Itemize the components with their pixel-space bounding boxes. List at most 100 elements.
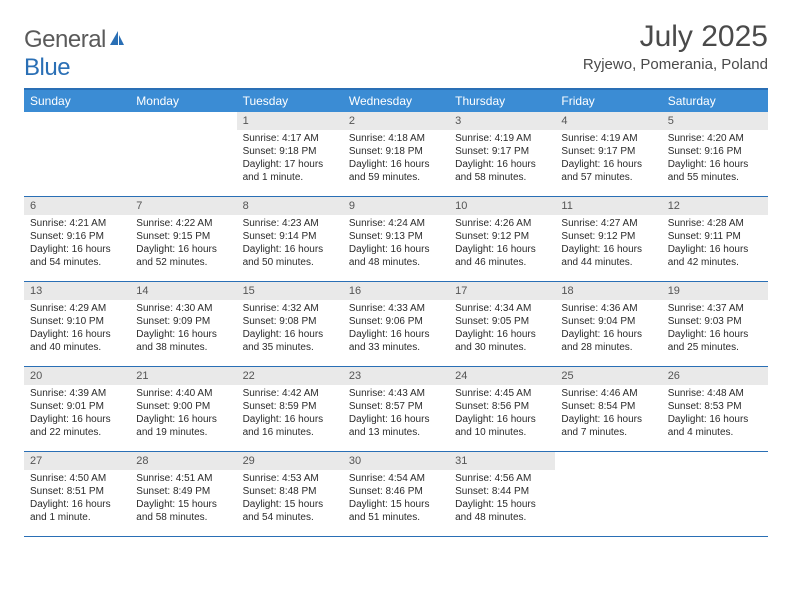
daylight-line2: and 54 minutes.	[243, 511, 337, 524]
sunrise-text: Sunrise: 4:18 AM	[349, 132, 443, 145]
daylight-line1: Daylight: 16 hours	[561, 413, 655, 426]
calendar-grid: SundayMondayTuesdayWednesdayThursdayFrid…	[24, 88, 768, 537]
day-body: Sunrise: 4:24 AMSunset: 9:13 PMDaylight:…	[343, 215, 449, 273]
daylight-line2: and 10 minutes.	[455, 426, 549, 439]
day-body: Sunrise: 4:56 AMSunset: 8:44 PMDaylight:…	[449, 470, 555, 528]
weekday-header: Monday	[130, 90, 236, 112]
daylight-line1: Daylight: 16 hours	[30, 243, 124, 256]
day-cell: 7Sunrise: 4:22 AMSunset: 9:15 PMDaylight…	[130, 197, 236, 281]
daylight-line2: and 16 minutes.	[243, 426, 337, 439]
daylight-line2: and 40 minutes.	[30, 341, 124, 354]
daylight-line1: Daylight: 16 hours	[561, 328, 655, 341]
day-body: Sunrise: 4:22 AMSunset: 9:15 PMDaylight:…	[130, 215, 236, 273]
daylight-line2: and 13 minutes.	[349, 426, 443, 439]
daylight-line1: Daylight: 16 hours	[349, 413, 443, 426]
daylight-line1: Daylight: 16 hours	[243, 413, 337, 426]
daylight-line1: Daylight: 16 hours	[455, 158, 549, 171]
day-body: Sunrise: 4:45 AMSunset: 8:56 PMDaylight:…	[449, 385, 555, 443]
daylight-line2: and 22 minutes.	[30, 426, 124, 439]
week-row: 20Sunrise: 4:39 AMSunset: 9:01 PMDayligh…	[24, 367, 768, 452]
sunrise-text: Sunrise: 4:32 AM	[243, 302, 337, 315]
day-cell: 12Sunrise: 4:28 AMSunset: 9:11 PMDayligh…	[662, 197, 768, 281]
daylight-line2: and 1 minute.	[243, 171, 337, 184]
day-number: 10	[449, 197, 555, 215]
day-number: 12	[662, 197, 768, 215]
day-body: Sunrise: 4:33 AMSunset: 9:06 PMDaylight:…	[343, 300, 449, 358]
daylight-line2: and 33 minutes.	[349, 341, 443, 354]
day-cell: 11Sunrise: 4:27 AMSunset: 9:12 PMDayligh…	[555, 197, 661, 281]
daylight-line1: Daylight: 16 hours	[136, 328, 230, 341]
sunrise-text: Sunrise: 4:51 AM	[136, 472, 230, 485]
sunrise-text: Sunrise: 4:33 AM	[349, 302, 443, 315]
day-body: Sunrise: 4:34 AMSunset: 9:05 PMDaylight:…	[449, 300, 555, 358]
day-body: Sunrise: 4:51 AMSunset: 8:49 PMDaylight:…	[130, 470, 236, 528]
brand-logo: GeneralBlue	[24, 20, 128, 82]
daylight-line2: and 46 minutes.	[455, 256, 549, 269]
daylight-line2: and 35 minutes.	[243, 341, 337, 354]
daylight-line2: and 58 minutes.	[455, 171, 549, 184]
weekday-header: Friday	[555, 90, 661, 112]
daylight-line1: Daylight: 17 hours	[243, 158, 337, 171]
daylight-line1: Daylight: 15 hours	[136, 498, 230, 511]
sunrise-text: Sunrise: 4:20 AM	[668, 132, 762, 145]
daylight-line2: and 50 minutes.	[243, 256, 337, 269]
sunrise-text: Sunrise: 4:37 AM	[668, 302, 762, 315]
daylight-line2: and 58 minutes.	[136, 511, 230, 524]
day-body: Sunrise: 4:43 AMSunset: 8:57 PMDaylight:…	[343, 385, 449, 443]
weeks-container: 1Sunrise: 4:17 AMSunset: 9:18 PMDaylight…	[24, 112, 768, 537]
sunrise-text: Sunrise: 4:21 AM	[30, 217, 124, 230]
sunrise-text: Sunrise: 4:42 AM	[243, 387, 337, 400]
daylight-line1: Daylight: 16 hours	[455, 328, 549, 341]
day-body: Sunrise: 4:36 AMSunset: 9:04 PMDaylight:…	[555, 300, 661, 358]
daylight-line2: and 25 minutes.	[668, 341, 762, 354]
daylight-line1: Daylight: 16 hours	[30, 328, 124, 341]
day-number: 13	[24, 282, 130, 300]
day-body: Sunrise: 4:40 AMSunset: 9:00 PMDaylight:…	[130, 385, 236, 443]
weekday-header: Thursday	[449, 90, 555, 112]
sunset-text: Sunset: 9:18 PM	[243, 145, 337, 158]
day-cell: 26Sunrise: 4:48 AMSunset: 8:53 PMDayligh…	[662, 367, 768, 451]
daylight-line1: Daylight: 16 hours	[561, 243, 655, 256]
day-cell: 18Sunrise: 4:36 AMSunset: 9:04 PMDayligh…	[555, 282, 661, 366]
sunrise-text: Sunrise: 4:40 AM	[136, 387, 230, 400]
day-body: Sunrise: 4:54 AMSunset: 8:46 PMDaylight:…	[343, 470, 449, 528]
sunset-text: Sunset: 9:16 PM	[30, 230, 124, 243]
brand-text: GeneralBlue	[24, 26, 128, 82]
sunset-text: Sunset: 9:16 PM	[668, 145, 762, 158]
week-row: 6Sunrise: 4:21 AMSunset: 9:16 PMDaylight…	[24, 197, 768, 282]
location-text: Ryjewo, Pomerania, Poland	[583, 56, 768, 73]
day-body: Sunrise: 4:27 AMSunset: 9:12 PMDaylight:…	[555, 215, 661, 273]
daylight-line2: and 59 minutes.	[349, 171, 443, 184]
daylight-line2: and 1 minute.	[30, 511, 124, 524]
brand-general: General	[24, 26, 106, 53]
daylight-line1: Daylight: 16 hours	[349, 158, 443, 171]
weekday-header: Sunday	[24, 90, 130, 112]
day-number: 25	[555, 367, 661, 385]
day-cell: 17Sunrise: 4:34 AMSunset: 9:05 PMDayligh…	[449, 282, 555, 366]
sunset-text: Sunset: 8:53 PM	[668, 400, 762, 413]
sunset-text: Sunset: 8:51 PM	[30, 485, 124, 498]
daylight-line1: Daylight: 15 hours	[455, 498, 549, 511]
day-body: Sunrise: 4:29 AMSunset: 9:10 PMDaylight:…	[24, 300, 130, 358]
daylight-line1: Daylight: 16 hours	[455, 243, 549, 256]
weekday-header: Tuesday	[237, 90, 343, 112]
day-number: 1	[237, 112, 343, 130]
day-number: 15	[237, 282, 343, 300]
sunset-text: Sunset: 9:04 PM	[561, 315, 655, 328]
sunrise-text: Sunrise: 4:54 AM	[349, 472, 443, 485]
daylight-line1: Daylight: 15 hours	[349, 498, 443, 511]
day-number: 31	[449, 452, 555, 470]
day-cell: 14Sunrise: 4:30 AMSunset: 9:09 PMDayligh…	[130, 282, 236, 366]
day-cell: 1Sunrise: 4:17 AMSunset: 9:18 PMDaylight…	[237, 112, 343, 196]
day-cell: 27Sunrise: 4:50 AMSunset: 8:51 PMDayligh…	[24, 452, 130, 536]
sunset-text: Sunset: 9:12 PM	[561, 230, 655, 243]
daylight-line2: and 55 minutes.	[668, 171, 762, 184]
sunrise-text: Sunrise: 4:50 AM	[30, 472, 124, 485]
week-row: 1Sunrise: 4:17 AMSunset: 9:18 PMDaylight…	[24, 112, 768, 197]
day-cell: 16Sunrise: 4:33 AMSunset: 9:06 PMDayligh…	[343, 282, 449, 366]
sail-icon	[108, 26, 126, 54]
day-body: Sunrise: 4:30 AMSunset: 9:09 PMDaylight:…	[130, 300, 236, 358]
sunrise-text: Sunrise: 4:24 AM	[349, 217, 443, 230]
sunrise-text: Sunrise: 4:22 AM	[136, 217, 230, 230]
sunrise-text: Sunrise: 4:19 AM	[561, 132, 655, 145]
